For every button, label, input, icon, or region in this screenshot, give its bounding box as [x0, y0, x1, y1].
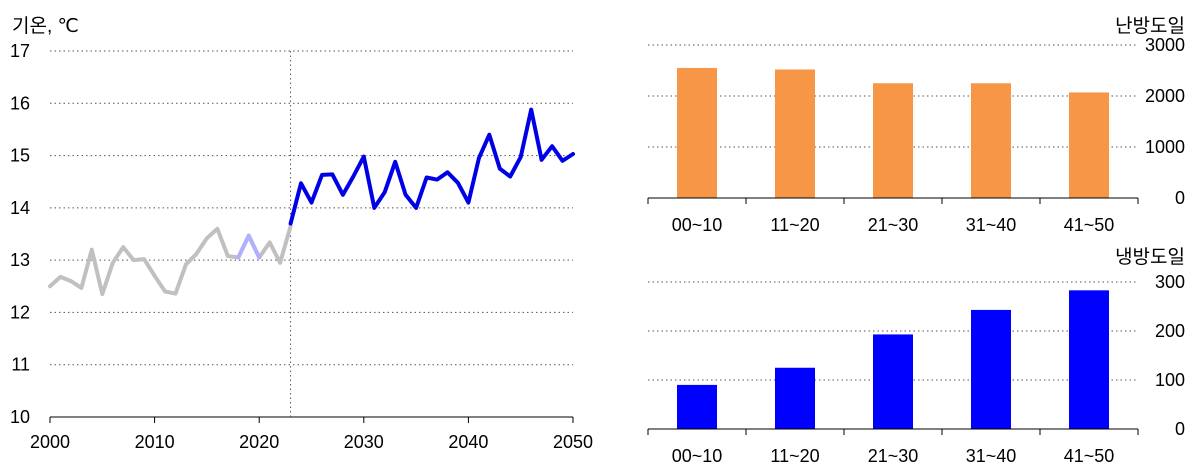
x-tick-label: 2000 [30, 432, 70, 452]
bar-4 [971, 309, 1011, 429]
y-tick-label: 17 [10, 41, 30, 61]
x-tick-label: 2010 [135, 432, 175, 452]
x-tick-label: 31~40 [966, 215, 1017, 235]
line-chart-ylabel: 기온, ℃ [12, 15, 79, 37]
bar-5 [1069, 92, 1109, 198]
bar-3 [873, 334, 913, 429]
x-tick-label: 00~10 [672, 215, 723, 235]
x-tick-label: 21~30 [868, 446, 919, 466]
x-tick-label: 11~20 [770, 446, 819, 466]
bar-2 [775, 367, 815, 429]
y-tick-label: 10 [10, 407, 30, 427]
x-tick-label: 2050 [553, 432, 593, 452]
bar-4 [971, 83, 1011, 198]
cooling-chart-title: 냉방도일 [1115, 246, 1185, 268]
y-tick-label: 1000 [1145, 137, 1185, 157]
y-tick-label: 11 [11, 355, 30, 375]
bar-5 [1069, 290, 1109, 429]
x-tick-label: 41~50 [1064, 446, 1115, 466]
x-tick-label: 41~50 [1064, 215, 1115, 235]
series-line-1 [236, 233, 262, 260]
y-tick-label: 0 [1175, 188, 1185, 208]
y-tick-label: 200 [1155, 321, 1185, 341]
cooling-degree-days-chart: 냉방도일 300 200 100 0 00~10 11~20 21~30 31~40 41~50 [647, 246, 1185, 466]
bar-2 [775, 69, 815, 198]
y-tick-label: 300 [1155, 272, 1185, 292]
y-tick-label: 2000 [1145, 86, 1185, 106]
y-tick-label: 0 [1175, 419, 1185, 439]
y-tick-label: 100 [1155, 370, 1185, 390]
x-tick-label: 00~10 [672, 446, 723, 466]
x-tick-label: 31~40 [966, 446, 1017, 466]
y-tick-label: 13 [10, 250, 30, 270]
y-tick-label: 15 [10, 146, 30, 166]
series-line-2 [288, 107, 575, 226]
y-tick-label: 12 [10, 302, 30, 322]
bar-1 [677, 67, 717, 198]
y-tick-label: 14 [10, 198, 30, 218]
y-tick-label: 16 [10, 93, 30, 113]
bar-3 [873, 83, 913, 198]
x-tick-label: 2020 [239, 432, 279, 452]
y-tick-label: 3000 [1145, 35, 1185, 55]
heating-chart-title: 난방도일 [1115, 15, 1185, 37]
heating-degree-days-chart: 난방도일 3000 2000 1000 0 00~10 11~20 21~30 31~40 41… [647, 15, 1185, 235]
bar-1 [677, 384, 717, 429]
x-tick-label: 2030 [344, 432, 384, 452]
x-tick-label: 21~30 [868, 215, 919, 235]
x-tick-label: 11~20 [770, 215, 819, 235]
x-tick-label: 2040 [448, 432, 488, 452]
